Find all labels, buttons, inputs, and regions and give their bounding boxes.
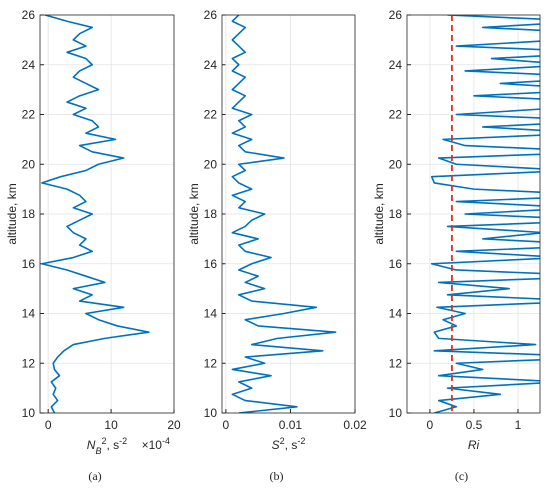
y-tick-label: 12 bbox=[22, 356, 36, 370]
x-tick-label: 20 bbox=[167, 418, 181, 432]
y-tick-label: 24 bbox=[204, 58, 218, 72]
y-tick-label: 12 bbox=[204, 356, 218, 370]
panel: 10 12 14 16 18 20 22 24 26 0 0.01 0.02 altitude, km (… bbox=[187, 8, 367, 483]
axes-box bbox=[39, 14, 175, 414]
x-tick-label: 10 bbox=[104, 418, 118, 432]
x-axis-label-part: -2 bbox=[119, 436, 127, 446]
y-tick-label: 22 bbox=[389, 108, 403, 122]
y-tick-label: 10 bbox=[389, 406, 403, 420]
axes-box bbox=[221, 14, 356, 414]
profile-line bbox=[231, 15, 337, 413]
x-axis-label-part: , s bbox=[285, 438, 298, 452]
x-axis-label-part: -2 bbox=[297, 436, 305, 446]
profile-line bbox=[430, 15, 540, 413]
y-axis-label: altitude, km bbox=[5, 183, 19, 244]
y-tick-label: 22 bbox=[204, 108, 218, 122]
y-tick-label: 14 bbox=[22, 307, 36, 321]
panel: 10 12 14 16 18 20 22 24 26 0 0.5 1 altitude, km (c) bbox=[372, 8, 541, 483]
x-tick-label: 0.5 bbox=[466, 418, 483, 432]
x-axis-label-part: B bbox=[95, 446, 101, 456]
y-tick-label: 16 bbox=[22, 257, 36, 271]
panel-label: (c) bbox=[455, 469, 468, 483]
x-axis-label: NB2, s-2 bbox=[87, 436, 127, 456]
x-axis-label-part: 2 bbox=[280, 436, 285, 446]
x-tick-label: 0.02 bbox=[343, 418, 367, 432]
y-tick-label: 26 bbox=[389, 8, 403, 22]
y-tick-label: 22 bbox=[22, 108, 36, 122]
axis-exponent-part: ×10 bbox=[142, 438, 163, 452]
x-axis-label: Ri bbox=[468, 438, 480, 452]
y-tick-label: 20 bbox=[204, 157, 218, 171]
x-axis-label-part: S bbox=[272, 438, 280, 452]
y-tick-label: 26 bbox=[22, 8, 36, 22]
y-axis-label: altitude, km bbox=[187, 183, 201, 244]
y-tick-label: 12 bbox=[389, 356, 403, 370]
y-tick-label: 10 bbox=[22, 406, 36, 420]
y-tick-label: 18 bbox=[389, 207, 403, 221]
y-tick-label: 16 bbox=[389, 257, 403, 271]
panel-label: (a) bbox=[88, 469, 101, 483]
y-tick-label: 14 bbox=[389, 307, 403, 321]
y-axis-label: altitude, km bbox=[372, 183, 386, 244]
x-axis-label-part: 2 bbox=[101, 436, 106, 446]
x-axis-label-part: Ri bbox=[468, 438, 480, 452]
x-tick-label: 0 bbox=[45, 418, 52, 432]
axes-box bbox=[406, 14, 541, 414]
y-tick-label: 20 bbox=[389, 157, 403, 171]
y-tick-label: 24 bbox=[22, 58, 36, 72]
x-tick-label: 0 bbox=[223, 418, 230, 432]
x-tick-label: 0 bbox=[427, 418, 434, 432]
profile-line bbox=[41, 15, 150, 413]
y-tick-label: 20 bbox=[22, 157, 36, 171]
axis-exponent: ×10-4 bbox=[142, 436, 170, 452]
axis-exponent-part: -4 bbox=[162, 436, 170, 446]
y-tick-label: 26 bbox=[204, 8, 218, 22]
y-tick-label: 18 bbox=[204, 207, 218, 221]
y-tick-label: 16 bbox=[204, 257, 218, 271]
x-axis-label-part: , s bbox=[107, 438, 120, 452]
y-tick-label: 18 bbox=[22, 207, 36, 221]
x-tick-label: 0.01 bbox=[279, 418, 303, 432]
y-tick-label: 14 bbox=[204, 307, 218, 321]
x-tick-label: 1 bbox=[515, 418, 522, 432]
y-tick-label: 10 bbox=[204, 406, 218, 420]
x-axis-label: S2, s-2 bbox=[272, 436, 306, 452]
x-axis-label-part: N bbox=[87, 438, 96, 452]
panel-label: (b) bbox=[270, 469, 284, 483]
y-tick-label: 24 bbox=[389, 58, 403, 72]
